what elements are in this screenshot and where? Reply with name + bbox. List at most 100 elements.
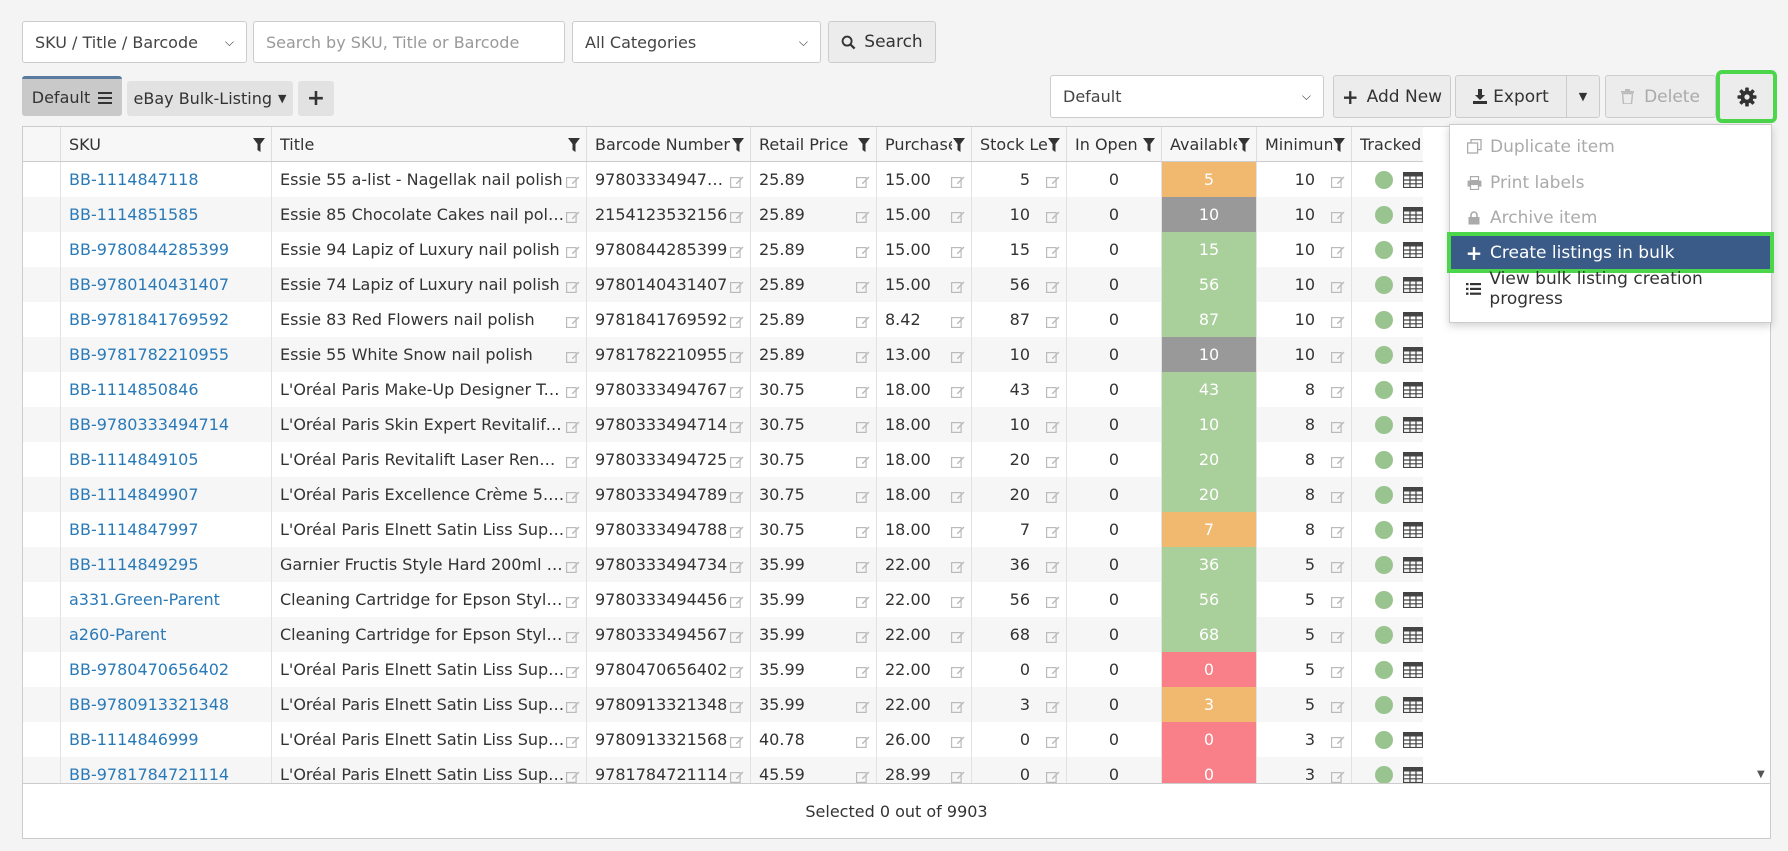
edit-icon[interactable] [951, 488, 965, 504]
edit-icon[interactable] [730, 243, 744, 259]
menu-item-view-bulk-listing-creation-progress[interactable]: View bulk listing creation progress [1450, 269, 1771, 309]
edit-icon[interactable] [730, 628, 744, 644]
table-row[interactable]: BB-9781784721114 L'Oréal Paris Elnett Sat… [23, 757, 1423, 784]
edit-icon[interactable] [730, 593, 744, 609]
edit-icon[interactable] [730, 278, 744, 294]
edit-icon[interactable] [951, 313, 965, 329]
edit-icon[interactable] [1046, 208, 1060, 224]
edit-icon[interactable] [1331, 313, 1345, 329]
edit-icon[interactable] [730, 733, 744, 749]
sku-link[interactable]: BB-9781841769592 [69, 310, 230, 329]
filter-icon[interactable] [253, 137, 265, 152]
table-icon[interactable] [1402, 276, 1423, 293]
edit-icon[interactable] [1046, 768, 1060, 784]
edit-icon[interactable] [951, 243, 965, 259]
in-open-column-header[interactable]: In Open ( [1067, 127, 1162, 161]
row-select-cell[interactable] [23, 477, 61, 512]
table-row[interactable]: BB-1114847118 Essie 55 a-list - Nagellak … [23, 162, 1423, 197]
search-button[interactable]: Search [828, 21, 936, 63]
edit-icon[interactable] [951, 733, 965, 749]
row-select-cell[interactable] [23, 232, 61, 267]
edit-icon[interactable] [1046, 453, 1060, 469]
table-icon[interactable] [1402, 451, 1423, 468]
edit-icon[interactable] [951, 348, 965, 364]
edit-icon[interactable] [1331, 243, 1345, 259]
table-icon[interactable] [1402, 731, 1423, 748]
edit-icon[interactable] [856, 383, 870, 399]
edit-icon[interactable] [1331, 558, 1345, 574]
table-icon[interactable] [1402, 206, 1423, 223]
row-select-cell[interactable] [23, 722, 61, 757]
edit-icon[interactable] [1331, 488, 1345, 504]
sku-link[interactable]: a260-Parent [69, 625, 167, 644]
table-icon[interactable] [1402, 661, 1423, 678]
edit-icon[interactable] [566, 278, 580, 294]
table-row[interactable]: BB-9780333494714 L'Oréal Paris Skin Exper… [23, 407, 1423, 442]
table-row[interactable]: a260-Parent Cleaning Cartridge for Epson … [23, 617, 1423, 652]
table-icon[interactable] [1402, 346, 1423, 363]
edit-icon[interactable] [856, 733, 870, 749]
edit-icon[interactable] [951, 278, 965, 294]
table-icon[interactable] [1402, 241, 1423, 258]
view-select[interactable]: Default ⌵ [1050, 75, 1324, 118]
edit-icon[interactable] [730, 173, 744, 189]
barcode-column-header[interactable]: Barcode Number [587, 127, 751, 161]
retail-price-column-header[interactable]: Retail Price [751, 127, 877, 161]
edit-icon[interactable] [1046, 488, 1060, 504]
edit-icon[interactable] [856, 208, 870, 224]
edit-icon[interactable] [1046, 313, 1060, 329]
sku-link[interactable]: BB-1114846999 [69, 730, 199, 749]
edit-icon[interactable] [730, 523, 744, 539]
edit-icon[interactable] [566, 173, 580, 189]
filter-icon[interactable] [732, 137, 744, 152]
filter-icon[interactable] [1143, 137, 1155, 152]
edit-icon[interactable] [730, 383, 744, 399]
sku-link[interactable]: BB-9780140431407 [69, 275, 230, 294]
edit-icon[interactable] [951, 663, 965, 679]
edit-icon[interactable] [1331, 663, 1345, 679]
edit-icon[interactable] [1046, 628, 1060, 644]
edit-icon[interactable] [1331, 698, 1345, 714]
edit-icon[interactable] [951, 208, 965, 224]
edit-icon[interactable] [1331, 208, 1345, 224]
edit-icon[interactable] [1046, 243, 1060, 259]
table-row[interactable]: BB-9780913321348 L'Oréal Paris Elnett Sat… [23, 687, 1423, 722]
table-icon[interactable] [1402, 171, 1423, 188]
edit-icon[interactable] [566, 453, 580, 469]
table-icon[interactable] [1402, 486, 1423, 503]
table-row[interactable]: BB-1114849907 L'Oréal Paris Excellence Cr… [23, 477, 1423, 512]
edit-icon[interactable] [1046, 348, 1060, 364]
edit-icon[interactable] [566, 348, 580, 364]
edit-icon[interactable] [1331, 628, 1345, 644]
table-row[interactable]: BB-1114846999 L'Oréal Paris Elnett Satin … [23, 722, 1423, 757]
edit-icon[interactable] [730, 208, 744, 224]
edit-icon[interactable] [1046, 558, 1060, 574]
edit-icon[interactable] [730, 488, 744, 504]
edit-icon[interactable] [730, 698, 744, 714]
edit-icon[interactable] [566, 523, 580, 539]
edit-icon[interactable] [856, 278, 870, 294]
sku-link[interactable]: BB-1114850846 [69, 380, 199, 399]
edit-icon[interactable] [1331, 523, 1345, 539]
sku-link[interactable]: BB-1114847997 [69, 520, 199, 539]
row-select-cell[interactable] [23, 582, 61, 617]
table-row[interactable]: BB-1114849105 L'Oréal Paris Revitalift La… [23, 442, 1423, 477]
table-row[interactable]: a331.Green-Parent Cleaning Cartridge for … [23, 582, 1423, 617]
table-row[interactable]: BB-9780140431407 Essie 74 Lapiz of Luxury… [23, 267, 1423, 302]
edit-icon[interactable] [1331, 418, 1345, 434]
edit-icon[interactable] [566, 383, 580, 399]
table-icon[interactable] [1402, 591, 1423, 608]
edit-icon[interactable] [1331, 173, 1345, 189]
edit-icon[interactable] [951, 173, 965, 189]
table-icon[interactable] [1402, 521, 1423, 538]
edit-icon[interactable] [730, 453, 744, 469]
row-select-cell[interactable] [23, 652, 61, 687]
filter-icon[interactable] [1048, 137, 1060, 152]
edit-icon[interactable] [566, 488, 580, 504]
edit-icon[interactable] [856, 593, 870, 609]
edit-icon[interactable] [951, 593, 965, 609]
filter-icon[interactable] [953, 137, 965, 152]
row-select-cell[interactable] [23, 512, 61, 547]
edit-icon[interactable] [566, 663, 580, 679]
table-icon[interactable] [1402, 626, 1423, 643]
